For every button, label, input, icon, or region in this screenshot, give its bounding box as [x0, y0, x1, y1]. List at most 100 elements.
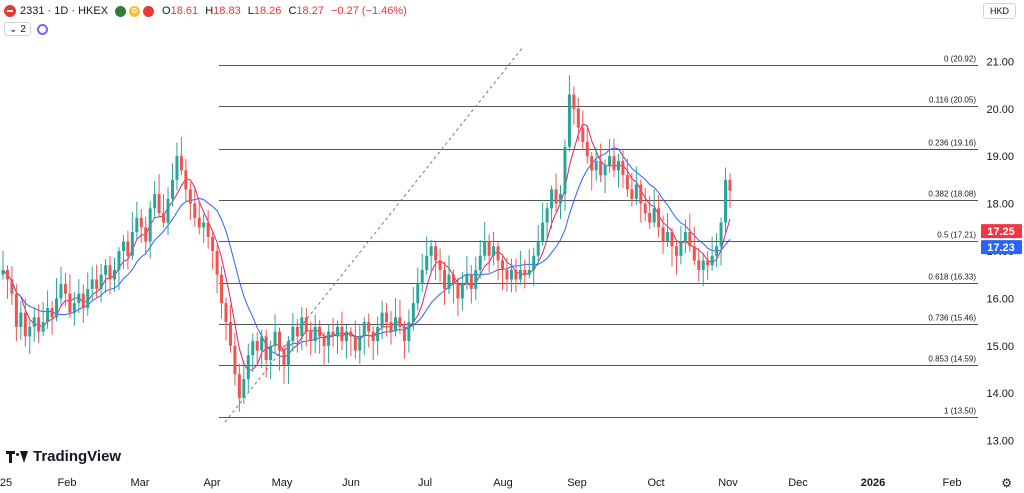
y-tick-label: 20.00: [986, 104, 1014, 116]
candle-body: [295, 326, 299, 337]
candle-body: [130, 232, 134, 256]
candle: [434, 241, 438, 280]
candle-body: [246, 355, 250, 380]
high-value: 18.83: [213, 5, 241, 17]
candle: [625, 158, 629, 197]
candle-body: [643, 203, 647, 214]
candle: [175, 142, 179, 191]
candle-body: [666, 232, 670, 242]
candle-body: [309, 331, 313, 342]
candle: [322, 332, 326, 366]
candle: [679, 225, 683, 265]
candle-body: [398, 317, 402, 327]
candle-body: [728, 179, 732, 191]
candle-body: [492, 246, 496, 256]
candle: [72, 292, 76, 326]
fib-label-0: 0 (20.92): [944, 55, 976, 64]
candle: [474, 256, 478, 300]
candle: [420, 253, 424, 293]
candle-body: [425, 255, 429, 270]
candle: [211, 230, 215, 270]
candle-body: [393, 317, 397, 332]
x-tick-label: 2026: [861, 477, 885, 489]
candle: [340, 311, 344, 350]
candle: [260, 329, 264, 369]
candle: [367, 313, 371, 348]
price-axis: 21.0020.0019.0018.0017.0016.0015.0014.00…: [986, 56, 1014, 447]
candle-body: [518, 269, 522, 280]
candle: [376, 316, 380, 356]
candle-body: [630, 189, 634, 199]
candle: [153, 180, 157, 220]
candle: [469, 265, 473, 304]
candle: [264, 329, 268, 378]
candle-body: [273, 331, 277, 346]
candle: [104, 259, 108, 293]
candle-body: [621, 160, 625, 176]
candle-body: [322, 336, 326, 346]
market-status-icon[interactable]: [115, 5, 127, 17]
candle: [621, 149, 625, 189]
candle: [228, 304, 232, 353]
candle: [14, 283, 18, 342]
symbol-title[interactable]: 2331 · 1D · HKEX: [20, 5, 109, 17]
alert-status-icon[interactable]: [143, 5, 155, 17]
y-tick-label: 15.00: [986, 341, 1014, 353]
candle-body: [50, 307, 54, 318]
candle-body: [389, 322, 393, 332]
x-tick-label: Feb: [943, 477, 962, 489]
candle: [197, 200, 201, 235]
candle-body: [429, 246, 433, 256]
x-tick-label: Dec: [788, 477, 808, 489]
x-tick-label: May: [272, 477, 293, 489]
tradingview-logo[interactable]: TradingView: [6, 448, 121, 465]
candle: [313, 314, 317, 354]
candle: [300, 307, 304, 351]
candle-body: [215, 251, 219, 275]
candle: [55, 278, 59, 322]
currency-button[interactable]: HKD: [982, 3, 1016, 19]
candle: [688, 213, 692, 252]
fib-label-1: 1 (13.50): [944, 407, 976, 416]
candle: [130, 211, 134, 260]
logo-text: TradingView: [33, 448, 122, 465]
candle: [170, 163, 174, 207]
candle-body: [135, 217, 139, 233]
delayed-data-badge[interactable]: D: [129, 5, 141, 17]
chevron-down-icon: ⌄: [9, 23, 18, 35]
candle: [41, 302, 45, 336]
x-tick-label: 25: [0, 477, 12, 489]
candle: [670, 227, 674, 267]
candle: [327, 324, 331, 364]
candle: [460, 272, 464, 311]
candle-body: [349, 331, 353, 337]
indicator-row: ⌄ 2: [4, 21, 48, 37]
candle: [590, 152, 594, 191]
candle-body: [416, 284, 420, 304]
candle: [353, 320, 357, 359]
indicator-count: 2: [20, 23, 26, 35]
candle-body: [184, 170, 188, 190]
candle: [269, 340, 273, 380]
candle-body: [108, 265, 112, 280]
candle-body: [599, 160, 603, 176]
candle: [710, 236, 714, 271]
candle-body: [563, 146, 567, 195]
candle-body: [554, 189, 558, 204]
candle-body: [63, 284, 67, 294]
candle: [581, 110, 585, 149]
candle-body: [380, 312, 384, 327]
candle: [242, 360, 246, 404]
indicators-toggle-button[interactable]: ⌄ 2: [4, 22, 31, 36]
candle: [514, 258, 518, 293]
candle: [630, 172, 634, 207]
settings-gear-icon[interactable]: ⚙: [1001, 476, 1012, 490]
candle: [701, 252, 705, 287]
candle: [224, 297, 228, 341]
candle-body: [81, 293, 85, 308]
trend-line[interactable]: [224, 46, 524, 423]
candle-body: [545, 208, 549, 223]
candle: [724, 167, 728, 235]
candle: [273, 314, 277, 353]
